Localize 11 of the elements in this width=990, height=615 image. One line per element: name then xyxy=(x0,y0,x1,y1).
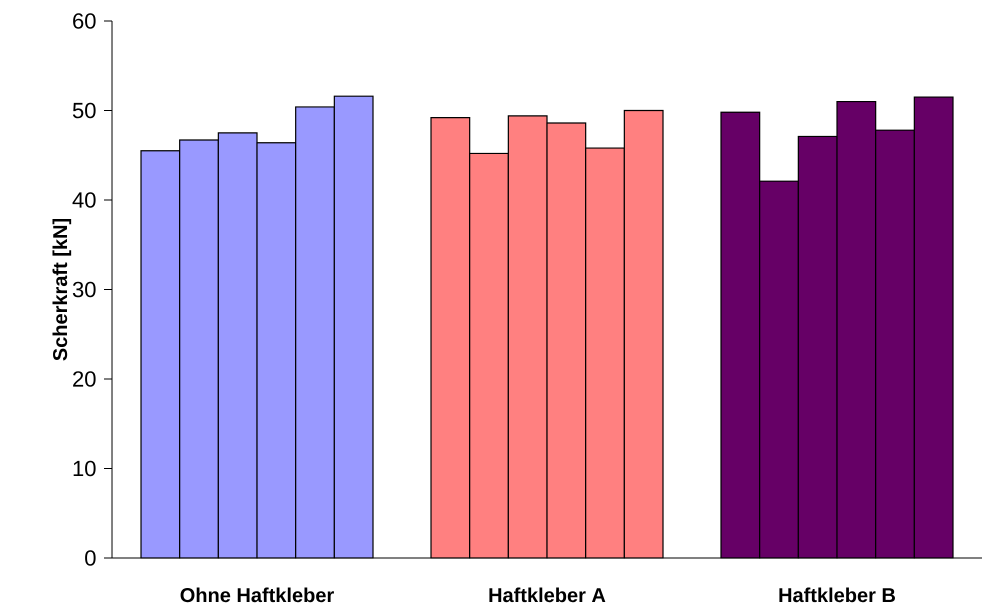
y-tick-label: 60 xyxy=(73,13,96,29)
y-tick-label: 50 xyxy=(72,102,96,118)
y-tick-label: 40 xyxy=(72,192,96,208)
y-tick-label: 30 xyxy=(72,282,96,298)
y-tick-label: 10 xyxy=(74,460,96,476)
y-axis-title: Scherkraft [kN] xyxy=(52,218,72,361)
y-tick-label: 0 xyxy=(85,550,96,566)
x-tick-label: Ohne Haftkleber xyxy=(180,588,334,602)
y-tick-label: 20 xyxy=(73,371,96,387)
x-tick-label: Haftkleber B xyxy=(779,588,895,602)
x-tick-label: Haftkleber A xyxy=(489,588,606,602)
